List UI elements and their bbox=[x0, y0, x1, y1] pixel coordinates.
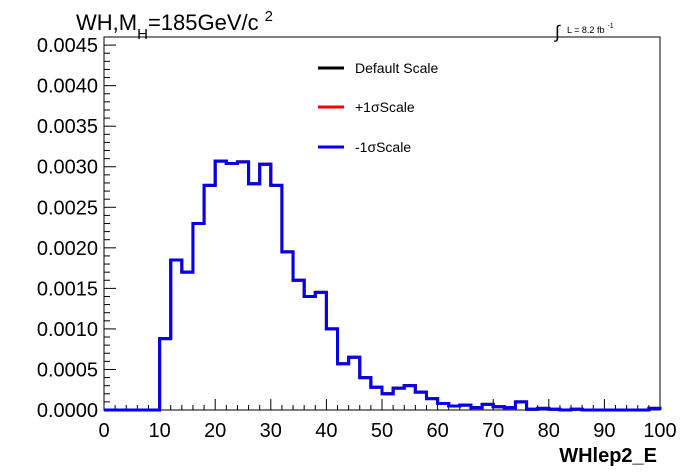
x-tick-label: 0 bbox=[98, 420, 109, 442]
y-tick-label: 0.0045 bbox=[37, 35, 98, 57]
x-tick-label: 80 bbox=[538, 420, 560, 442]
y-tick-label: 0.0035 bbox=[37, 116, 98, 138]
series-line-0 bbox=[104, 159, 662, 412]
luminosity-text: L = 8.2 fb -1 bbox=[567, 23, 614, 35]
x-tick-label: 40 bbox=[315, 420, 337, 442]
legend-label-2: -1σScale bbox=[355, 139, 411, 155]
x-tick-label: 70 bbox=[482, 420, 504, 442]
series-line-1 bbox=[104, 159, 662, 412]
x-tick-label: 30 bbox=[260, 420, 282, 442]
x-axis-label: WHlep2_E bbox=[559, 445, 657, 467]
integral-sign: ∫ bbox=[553, 22, 561, 42]
y-tick-label: 0.0010 bbox=[37, 319, 98, 341]
x-tick-label: 90 bbox=[593, 420, 615, 442]
x-tick-label: 50 bbox=[371, 420, 393, 442]
x-tick-label: 10 bbox=[148, 420, 170, 442]
y-tick-label: 0.0040 bbox=[37, 76, 98, 98]
y-tick-label: 0.0005 bbox=[37, 359, 98, 381]
legend: Default Scale +1σScale -1σScale bbox=[318, 60, 438, 155]
chart-title: WH,MH=185GeV/c 2 bbox=[76, 8, 273, 43]
y-tick-label: 0.0000 bbox=[37, 400, 98, 422]
plot-frame bbox=[103, 36, 661, 411]
y-axis: 0.0000 0.0005 0.0010 0.0015 0.0020 0.0025 0.00… bbox=[37, 35, 116, 422]
x-tick-label: 60 bbox=[426, 420, 448, 442]
series-layer bbox=[104, 159, 662, 412]
x-tick-label: 100 bbox=[643, 420, 676, 442]
x-tick-label: 20 bbox=[204, 420, 226, 442]
x-axis: 0 10 20 30 40 50 60 70 80 90 100 bbox=[98, 399, 677, 442]
y-tick-label: 0.0030 bbox=[37, 157, 98, 179]
legend-label-0: Default Scale bbox=[355, 60, 438, 76]
legend-label-1: +1σScale bbox=[355, 99, 415, 115]
y-tick-label: 0.0015 bbox=[37, 278, 98, 300]
series-line-2 bbox=[104, 159, 662, 412]
y-tick-label: 0.0025 bbox=[37, 197, 98, 219]
y-tick-label: 0.0020 bbox=[37, 238, 98, 260]
luminosity-label: ∫ L = 8.2 fb -1 bbox=[553, 22, 614, 42]
